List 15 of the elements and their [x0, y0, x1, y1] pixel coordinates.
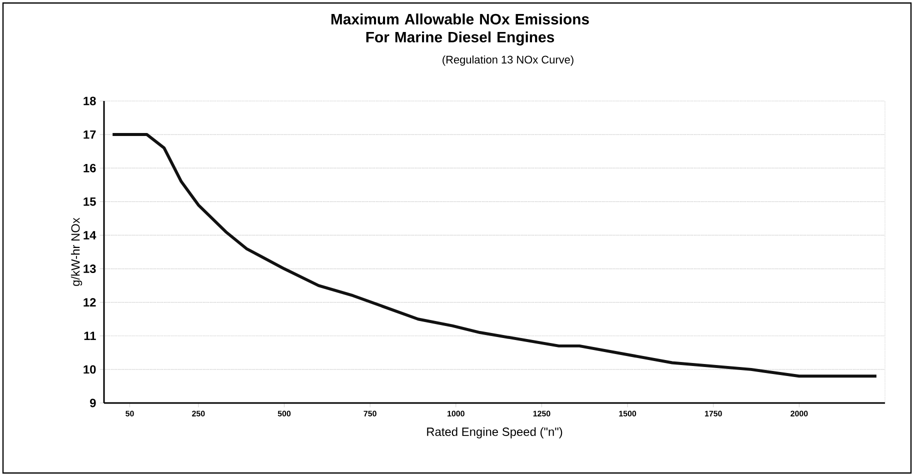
- y-tick-label: 9: [90, 398, 96, 408]
- y-tick-label: 12: [84, 298, 96, 306]
- y-tick-label: 10: [84, 365, 96, 374]
- y-tick-label: 17: [84, 130, 96, 139]
- y-tick-label: 14: [84, 231, 96, 240]
- y-tick-label: 15: [84, 197, 96, 206]
- y-axis-title: g/kW-hr NOx: [70, 218, 82, 286]
- y-tick-label: 11: [84, 332, 96, 340]
- x-axis-title: Rated Engine Speed ("n"): [427, 427, 562, 438]
- y-tick-label: 16: [84, 164, 96, 172]
- y-tick-label: 13: [84, 264, 96, 274]
- y-tick-label: 18: [84, 96, 96, 106]
- line-series: [111, 133, 878, 378]
- chart-title: Maximum Allowable NOx Emissions For Marine Diesel Engines: [331, 14, 589, 46]
- chart-subtitle: (Regulation 13 NOx Curve): [442, 56, 574, 66]
